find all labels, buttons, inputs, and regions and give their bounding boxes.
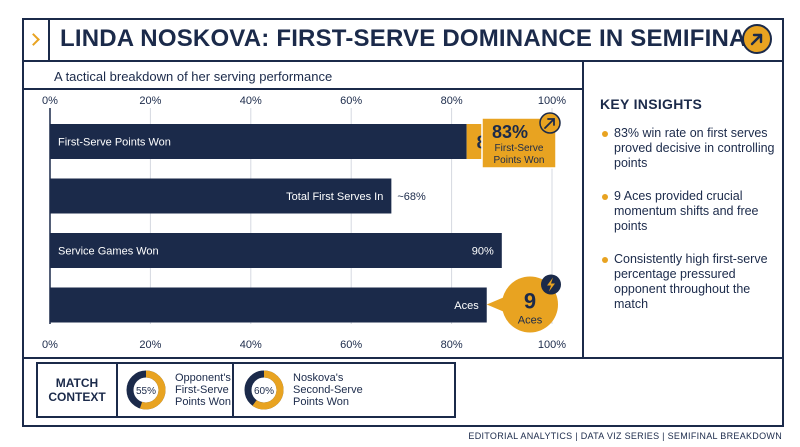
bar-value-label: ~68%: [397, 191, 426, 203]
callout-card: [481, 117, 557, 169]
x-tick-label-top: 100%: [538, 95, 566, 107]
key-insights-panel: KEY INSIGHTS 83% win rate on first serve…: [600, 96, 775, 330]
bar: [50, 233, 502, 268]
x-tick-label-top: 40%: [240, 95, 262, 107]
insight-item: 83% win rate on first serves proved deci…: [600, 126, 775, 171]
callout-value: 9: [524, 289, 536, 314]
context-label-line: MATCH: [55, 376, 99, 390]
donut-label-line: Points Won: [293, 396, 350, 408]
arrow-up-right-glyph: [544, 118, 555, 129]
x-tick-label-bottom: 20%: [139, 339, 161, 351]
x-tick-label-bottom: 40%: [240, 339, 262, 351]
divider: [22, 357, 784, 359]
divider: [582, 62, 584, 358]
donut-label-line: Second-Serve: [293, 384, 363, 396]
match-context-panel: MATCH CONTEXT 55% Opponent's First-Serve …: [36, 362, 456, 418]
divider: [232, 364, 234, 416]
divider: [22, 88, 582, 90]
match-context-label: MATCH CONTEXT: [38, 364, 118, 416]
callout-label: Aces: [518, 315, 543, 327]
bar-category-label: Service Games Won: [58, 246, 159, 258]
lightning-glyph: [547, 277, 555, 292]
callout-value: 83%: [492, 122, 528, 142]
donut-percent-label: 60%: [254, 386, 274, 397]
bar-category-label: Total First Serves In: [286, 191, 383, 203]
x-tick-label-top: 60%: [340, 95, 362, 107]
insights-title: KEY INSIGHTS: [600, 96, 703, 112]
donut-value-arc: [244, 370, 284, 410]
page-title: LINDA NOSKOVA: FIRST-SERVE DOMINANCE IN …: [60, 25, 762, 52]
x-tick-label-bottom: 0%: [42, 339, 58, 351]
insight-item: 9 Aces provided crucial momentum shifts …: [600, 189, 775, 234]
donut-chart-noskova: 60%: [244, 370, 284, 410]
insight-item: Consistently high first-serve percentage…: [600, 252, 775, 312]
donut-value-arc: [126, 370, 166, 410]
donut-chart-opponent: 55%: [126, 370, 166, 410]
context-label-line: CONTEXT: [48, 390, 106, 404]
bar: [50, 178, 392, 214]
header: LINDA NOSKOVA: FIRST-SERVE DOMINANCE IN …: [22, 18, 784, 62]
donut-label-noskova: Noskova's Second-Serve Points Won: [293, 372, 379, 408]
bar-chart: 0% 0% 20% 20% 40% 40% 60% 60% 80% 80% 100% 100% Firs…: [42, 95, 566, 351]
x-tick-label-top: 80%: [441, 95, 463, 107]
bar: [50, 124, 467, 159]
x-tick-label-bottom: 60%: [340, 339, 362, 351]
x-tick-label-bottom: 80%: [441, 339, 463, 351]
x-tick-label-top: 0%: [42, 95, 58, 107]
donut-percent-label: 55%: [136, 386, 156, 397]
callout-label: First-Serve: [495, 143, 544, 154]
chevron-right-icon: [22, 18, 50, 60]
x-tick-label-bottom: 100%: [538, 339, 566, 351]
bar-category-label: First-Serve Points Won: [58, 137, 171, 149]
footer: EDITORIAL ANALYTICS | DATA VIZ SERIES | …: [468, 431, 782, 441]
callout-label: Points Won: [494, 155, 545, 166]
arrow-up-right-icon: [742, 24, 772, 54]
subtitle: A tactical breakdown of her serving perf…: [54, 69, 333, 84]
bar-category-label: Aces: [454, 300, 479, 312]
donut-label-line: Points Won: [175, 396, 232, 408]
outer-frame: [22, 18, 784, 427]
donut-label-line: First-Serve: [175, 384, 229, 396]
donut-label-line: Opponent's: [175, 372, 231, 384]
bar-value-label: 90%: [472, 246, 494, 258]
bar: [50, 287, 487, 323]
donut-label-opponent: Opponent's First-Serve Points Won: [175, 372, 261, 408]
x-tick-label-top: 20%: [139, 95, 161, 107]
donut-label-line: Noskova's: [293, 372, 344, 384]
